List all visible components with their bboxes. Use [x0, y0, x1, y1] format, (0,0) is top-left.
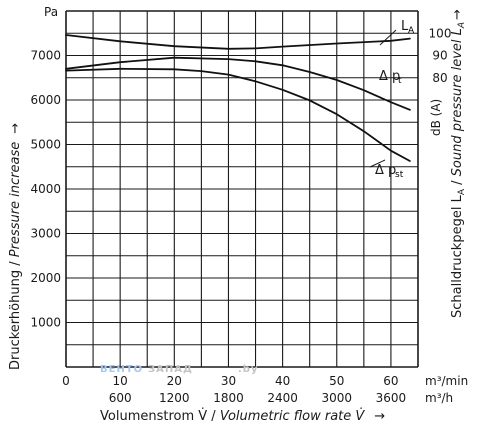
- series-line-0: [65, 56, 411, 111]
- series-label-pt: Δ p t: [379, 69, 402, 86]
- y-right-title-de-sub: A: [457, 188, 467, 195]
- chart-grid: [65, 10, 419, 368]
- series-label-pst: Δ p st: [369, 159, 404, 180]
- y-right-arrow: →: [450, 9, 465, 20]
- y-right-unit: dB (A): [429, 99, 443, 136]
- x-axis-title: Volumenstrom V̇ / Volumetric flow rate V…: [100, 409, 385, 424]
- y-left-tick-label: 4000: [30, 182, 61, 196]
- x-tick-m3h: 1200: [159, 391, 190, 405]
- watermark-brand-b: ЗАПАД: [148, 364, 193, 375]
- y-right-tick-label: 100: [429, 26, 452, 40]
- y-left-tick-label: 7000: [30, 49, 61, 63]
- series-pst-label-sub: st: [395, 170, 404, 180]
- x-unit-m3h: m³/h: [425, 391, 453, 405]
- y-left-title-de: Druckerhöhung /: [8, 257, 23, 370]
- y-left-arrow: →: [8, 123, 23, 134]
- x-tick-m3h: 600: [109, 391, 132, 405]
- y-right-ticks: 80 90 100: [429, 26, 452, 85]
- y-left-tick-label: 5000: [30, 138, 61, 152]
- x-tick-m3min: 60: [383, 374, 398, 388]
- x-tick-m3min: 20: [167, 374, 182, 388]
- x-tick-m3h: 3000: [321, 391, 352, 405]
- y-right-axis-title: Schalldruckpegel LA / Sound pressure lev…: [450, 9, 467, 318]
- x-tick-m3min: 40: [275, 374, 290, 388]
- x-ticks: 0 10 20 30 40 50 60 600 1200 1800 2400 3000 3600: [62, 374, 406, 405]
- y-left-title-en: Pressure increase: [8, 142, 23, 258]
- series-pt-label-sub: t: [398, 76, 402, 86]
- watermark: ВЕНТО ЗАПАД .by: [100, 364, 258, 375]
- series-pst-leader: [369, 159, 386, 168]
- y-left-axis-title: Druckerhöhung / Pressure increase →: [8, 123, 23, 370]
- x-tick-m3h: 1800: [213, 391, 244, 405]
- series-pst-label: Δ p: [375, 163, 396, 178]
- series-pt-label: Δ p: [379, 69, 400, 84]
- y-right-title-en: Sound pressure level L: [450, 28, 465, 176]
- y-right-title-de: Schalldruckpegel L: [450, 194, 465, 318]
- x-tick-m3min: 10: [113, 374, 128, 388]
- series-la-label: L: [401, 19, 409, 34]
- x-tick-m3min: 50: [329, 374, 344, 388]
- x-tick-m3h: 3600: [376, 391, 407, 405]
- series-la-leader: [379, 29, 397, 46]
- y-left-tick-label: 1000: [30, 316, 61, 330]
- series-line-2: [65, 34, 411, 50]
- x-axis-title-en: Volumetric flow rate V̇: [220, 409, 366, 424]
- y-left-tick-label: 6000: [30, 93, 61, 107]
- x-tick-m3min: 30: [221, 374, 236, 388]
- x-axis-arrow: →: [374, 409, 385, 424]
- series-label-la: L A: [379, 19, 415, 46]
- y-left-tick-label: 3000: [30, 227, 61, 241]
- y-right-title-sep: /: [450, 176, 465, 189]
- x-tick-m3h: 2400: [267, 391, 298, 405]
- y-right-title-en-sub: A: [457, 22, 467, 29]
- y-right-tick-label: 90: [432, 49, 447, 63]
- series-line-1: [65, 67, 411, 162]
- watermark-brand-a: ВЕНТО: [100, 364, 143, 375]
- watermark-domain: .by: [238, 364, 258, 375]
- y-right-tick-label: 80: [432, 71, 447, 85]
- y-left-ticks: 1000 2000 3000 4000 5000 6000 7000: [30, 49, 61, 330]
- y-left-unit: Pa: [44, 5, 58, 19]
- x-tick-m3min: 0: [62, 374, 70, 388]
- chart-curves: [65, 34, 411, 162]
- series-la-label-sub: A: [408, 26, 415, 36]
- x-unit-m3min: m³/min: [425, 374, 468, 388]
- x-axis-title-de: Volumenstrom V̇ /: [100, 409, 220, 424]
- y-left-tick-label: 2000: [30, 271, 61, 285]
